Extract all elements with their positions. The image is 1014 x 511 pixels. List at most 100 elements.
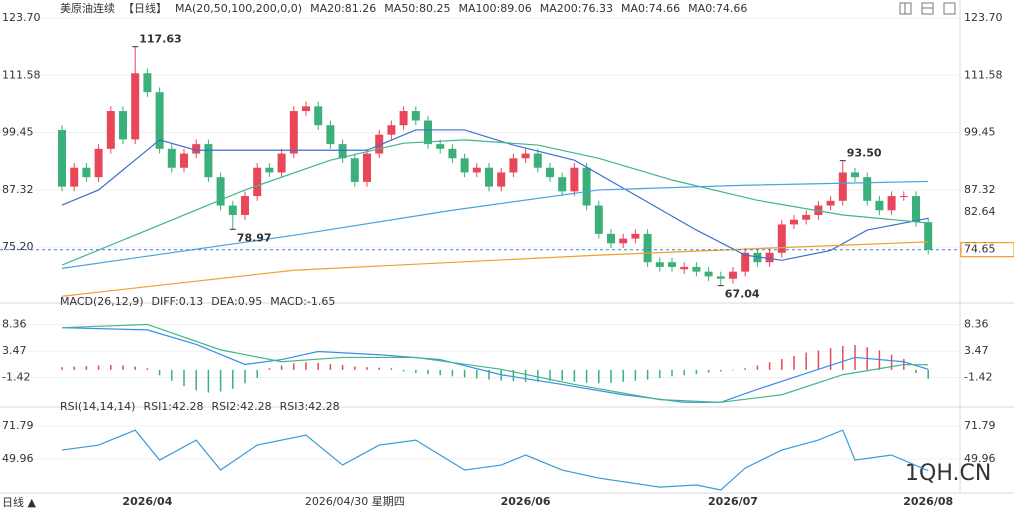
- series-line: [61, 139, 929, 266]
- candle-body: [143, 73, 152, 93]
- x-tick-label: 2026/07: [708, 495, 758, 508]
- candle-body: [82, 167, 91, 178]
- y-tick-label: 49.96: [2, 452, 34, 465]
- candle-body: [924, 222, 933, 250]
- candle-body: [265, 167, 274, 173]
- candle-body: [204, 144, 213, 178]
- candle-body: [655, 262, 664, 267]
- legend-entry: RSI3:42.28: [280, 400, 340, 413]
- crosshair-date: 2026/04/30 星期四: [305, 495, 405, 508]
- candle-body: [875, 200, 884, 211]
- y-tick-label: 3.47: [2, 344, 27, 357]
- candle-body: [485, 167, 493, 187]
- y-tick-label-right: 49.96: [964, 452, 996, 465]
- y-tick-label-right: -1.42: [964, 371, 992, 384]
- candle-body: [521, 153, 530, 159]
- candle-body: [350, 158, 359, 182]
- series-line: [61, 429, 929, 491]
- legend-entry: RSI1:42.28: [143, 400, 203, 413]
- candle-body: [594, 205, 603, 234]
- x-tick-label: 2026/04: [122, 495, 172, 508]
- candle-body: [851, 172, 859, 178]
- x-tick-label: 2026/06: [501, 495, 551, 508]
- series-line: [61, 241, 929, 297]
- x-tick-label: 2026/08: [903, 495, 953, 508]
- candle-body: [448, 148, 457, 159]
- candle-body: [790, 219, 798, 225]
- candle-body: [765, 252, 774, 263]
- y-tick-label-right: 87.32: [964, 183, 996, 196]
- candle-body: [753, 252, 762, 263]
- candle-body: [436, 144, 445, 149]
- legend-entry: MA200:76.33: [540, 2, 613, 15]
- candle-body: [692, 266, 701, 272]
- legend-entry: MA0:74.66: [621, 2, 680, 15]
- candle-body: [533, 153, 542, 168]
- candle-body: [716, 276, 725, 279]
- annotation-label: 117.63: [139, 33, 181, 46]
- legend-entry: RSI(14,14,14): [60, 400, 135, 413]
- y-tick-label-right: 71.79: [964, 419, 996, 432]
- candle-body: [363, 153, 371, 182]
- candle-body: [619, 238, 628, 244]
- candle-body: [704, 271, 713, 277]
- candle-body: [497, 172, 506, 187]
- y-tick-label: 99.45: [2, 126, 34, 139]
- y-tick-label-right: 111.58: [964, 68, 1003, 81]
- price-box: [960, 242, 1014, 258]
- candle-body: [912, 196, 920, 223]
- toolbar[interactable]: [899, 2, 956, 15]
- tool-icon[interactable]: [943, 2, 956, 15]
- candle-body: [326, 125, 335, 145]
- y-tick-label: 87.32: [2, 183, 34, 196]
- candle-body: [131, 73, 140, 140]
- series-line: [61, 327, 929, 403]
- y-tick-label: 123.70: [2, 11, 41, 24]
- y-tick-label: 71.79: [2, 419, 34, 432]
- candle-body: [643, 233, 652, 263]
- candle-body: [607, 233, 615, 244]
- annotation-label: 93.50: [847, 147, 882, 160]
- legend-entry: MA0:74.66: [688, 2, 747, 15]
- candle-body: [180, 153, 188, 168]
- candle-body: [216, 177, 225, 206]
- y-tick-label: 8.36: [2, 318, 27, 331]
- candle-body: [570, 167, 579, 192]
- y-tick-label-right: 123.70: [964, 11, 1003, 24]
- candle-body: [411, 111, 420, 121]
- candle-body: [338, 144, 347, 159]
- candle-body: [192, 144, 201, 154]
- candle-body: [155, 92, 164, 149]
- candle-body: [58, 129, 66, 187]
- legend-entry: MA20:81.26: [310, 2, 376, 15]
- candle-body: [838, 172, 847, 201]
- period-button[interactable]: 日线 ▲: [2, 495, 36, 509]
- legend-entry: DIFF:0.13: [152, 295, 204, 308]
- candle-body: [314, 106, 323, 126]
- candle-body: [70, 167, 79, 187]
- series-line: [61, 180, 929, 269]
- candle-body: [863, 177, 872, 201]
- candle-body: [631, 233, 640, 239]
- candle-body: [777, 224, 786, 253]
- candle-body: [680, 266, 689, 270]
- candle-body: [472, 167, 481, 173]
- right-price-label: 74.65: [964, 243, 996, 256]
- candle-body: [424, 120, 432, 145]
- candle-body: [741, 252, 750, 272]
- y-tick-label: 111.58: [2, 68, 41, 81]
- candle-body: [228, 205, 237, 215]
- candle-body: [729, 271, 737, 279]
- candle-body: [460, 158, 469, 173]
- y-tick-label-right: 99.45: [964, 126, 996, 139]
- candle-body: [802, 214, 811, 220]
- annotation-label: 67.04: [725, 288, 760, 301]
- right-price-label: 82.64: [964, 205, 996, 218]
- watermark: 1QH.CN: [905, 461, 991, 486]
- candle-body: [558, 177, 567, 192]
- legend-entry: MACD(26,12,9): [60, 295, 144, 308]
- series-line: [61, 129, 929, 261]
- legend-entry: 美原油连续: [60, 1, 115, 15]
- legend-entry: MA50:80.25: [384, 2, 450, 15]
